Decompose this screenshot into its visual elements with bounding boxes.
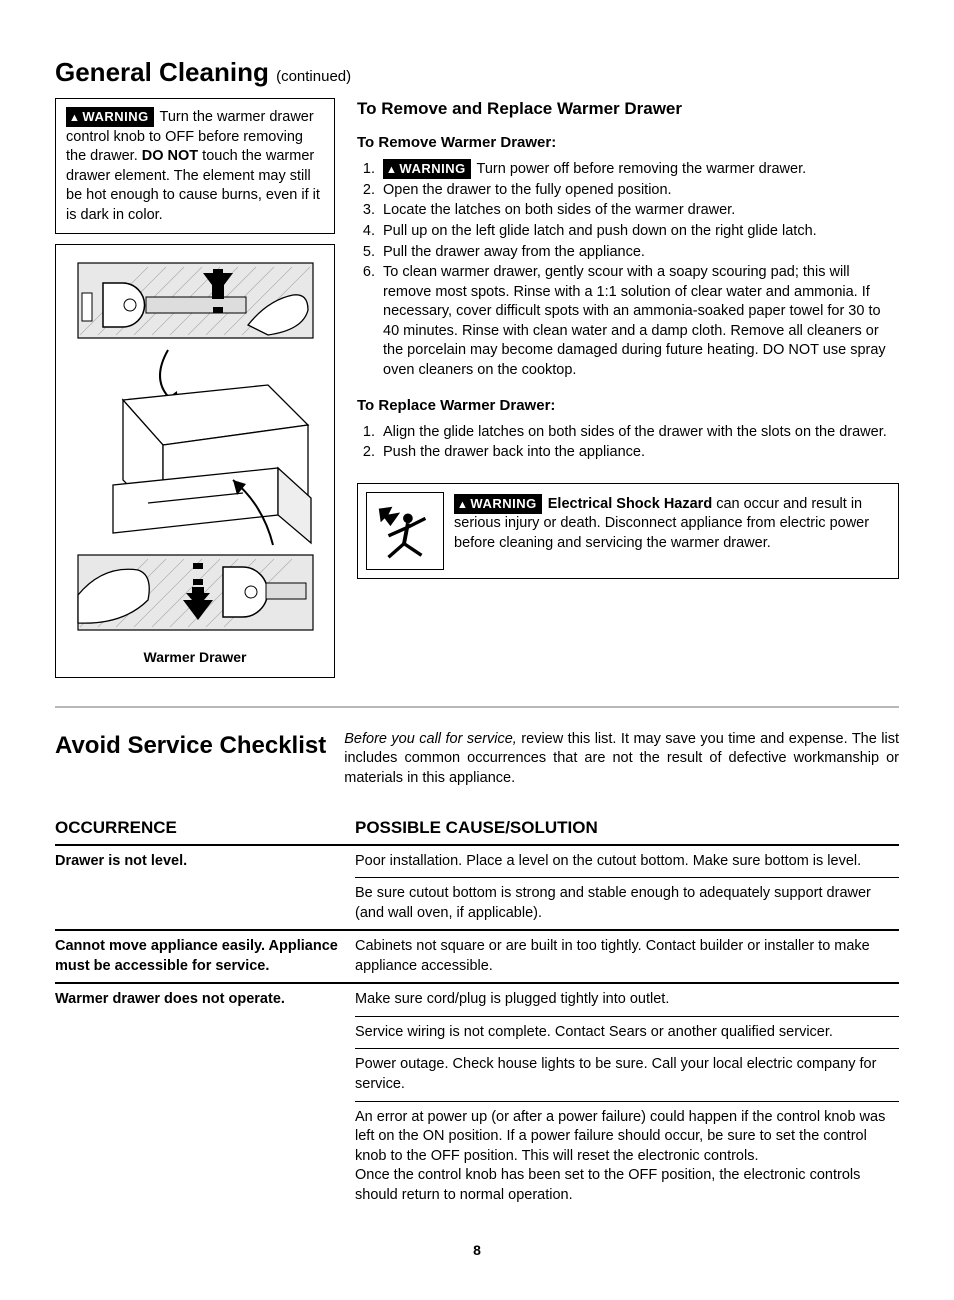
solution-item: An error at power up (or after a power f… [355, 1102, 899, 1212]
warning-badge-step: ▲WARNING [383, 159, 471, 179]
solution-item: Make sure cord/plug is plugged tightly i… [355, 984, 899, 1017]
top-section: ▲WARNING Turn the warmer drawer control … [55, 98, 899, 678]
figure-caption: Warmer Drawer [66, 648, 324, 667]
table-row: Drawer is not level.Poor installation. P… [55, 846, 899, 932]
hazard-bold: Electrical Shock Hazard [548, 496, 712, 512]
warning-badge-hazard: ▲WARNING [454, 494, 542, 514]
figure-warmer-drawer: Warmer Drawer [55, 244, 335, 677]
page-number: 8 [55, 1241, 899, 1260]
checklist-table-body: Drawer is not level.Poor installation. P… [55, 846, 899, 1212]
warning-badge-icon: ▲WARNING [66, 107, 154, 127]
remove-steps-list: ▲WARNING Turn power off before removing … [357, 159, 899, 380]
checklist-col-headers: OCCURRENCE POSSIBLE CAUSE/SOLUTION [55, 817, 899, 846]
remove-step-5: Pull the drawer away from the appliance. [379, 243, 899, 263]
occurrence-cell: Warmer drawer does not operate. [55, 984, 355, 1211]
title-suffix: (continued) [276, 68, 351, 85]
solution-item: Poor installation. Place a level on the … [355, 846, 899, 879]
shock-hazard-icon [366, 492, 444, 570]
occurrence-cell: Drawer is not level. [55, 846, 355, 930]
section-divider [55, 706, 899, 708]
warning-box-knob: ▲WARNING Turn the warmer drawer control … [55, 98, 335, 234]
checklist-header-row: Avoid Service Checklist Before you call … [55, 730, 899, 789]
drawer-diagram-svg [68, 255, 323, 635]
remove-step-3: Locate the latches on both sides of the … [379, 201, 899, 221]
solution-item: Service wiring is not complete. Contact … [355, 1017, 899, 1050]
table-row: Warmer drawer does not operate.Make sure… [55, 984, 899, 1211]
remove-step-2: Open the drawer to the fully opened posi… [379, 181, 899, 201]
col-solution: POSSIBLE CAUSE/SOLUTION [355, 817, 899, 840]
replace-subheading: To Replace Warmer Drawer: [357, 396, 899, 416]
checklist-intro-italic: Before you call for service, [344, 731, 517, 747]
hazard-text: ▲WARNING Electrical Shock Hazard can occ… [454, 492, 890, 554]
replace-step-2: Push the drawer back into the appliance. [379, 443, 899, 463]
remove-subheading: To Remove Warmer Drawer: [357, 133, 899, 153]
solutions-cell: Poor installation. Place a level on the … [355, 846, 899, 930]
remove-step-4: Pull up on the left glide latch and push… [379, 222, 899, 242]
replace-steps-list: Align the glide latches on both sides of… [357, 423, 899, 463]
remove-step-6: To clean warmer drawer, gently scour wit… [379, 263, 899, 380]
solutions-cell: Cabinets not square or are built in too … [355, 931, 899, 982]
solution-item: Cabinets not square or are built in too … [355, 931, 899, 982]
left-column: ▲WARNING Turn the warmer drawer control … [55, 98, 335, 678]
replace-step-1: Align the glide latches on both sides of… [379, 423, 899, 443]
solution-item: Power outage. Check house lights to be s… [355, 1049, 899, 1101]
occurrence-cell: Cannot move appliance easily. Appliance … [55, 931, 355, 982]
page-title: General Cleaning (continued) [55, 55, 899, 90]
checklist-intro: Before you call for service, review this… [344, 730, 899, 789]
title-main: General Cleaning [55, 57, 269, 87]
solutions-cell: Make sure cord/plug is plugged tightly i… [355, 984, 899, 1211]
remove-step-1: ▲WARNING Turn power off before removing … [379, 159, 899, 180]
right-column: To Remove and Replace Warmer Drawer To R… [357, 98, 899, 678]
col-occurrence: OCCURRENCE [55, 817, 355, 840]
table-row: Cannot move appliance easily. Appliance … [55, 931, 899, 984]
remove-replace-heading: To Remove and Replace Warmer Drawer [357, 98, 899, 121]
checklist-heading: Avoid Service Checklist [55, 730, 326, 762]
solution-item: Be sure cutout bottom is strong and stab… [355, 878, 899, 929]
electrical-hazard-box: ▲WARNING Electrical Shock Hazard can occ… [357, 483, 899, 579]
